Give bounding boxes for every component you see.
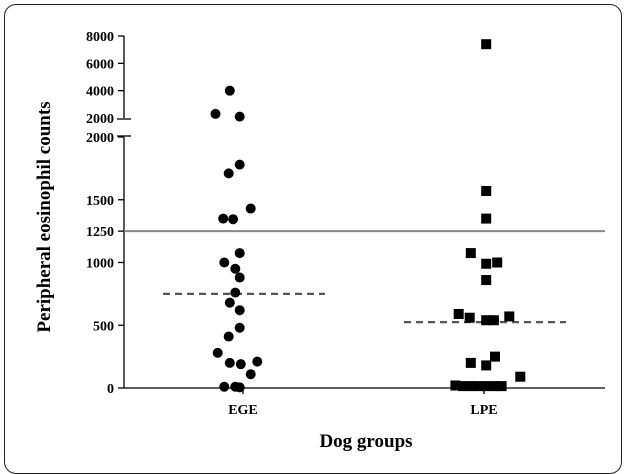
data-point-lpe <box>488 315 499 326</box>
data-point-lpe <box>481 185 492 196</box>
data-point-lpe <box>515 371 526 382</box>
data-point-lpe <box>453 308 464 319</box>
y-tick-label: 500 <box>93 319 114 334</box>
data-point-lpe <box>465 248 476 259</box>
eosinophil-scatter-chart: 0 500 1000 1250 1500 2000 4000 6000 8000 2000 EGE… <box>34 30 605 452</box>
data-point-lpe <box>492 257 503 268</box>
x-tick-label: EGE <box>228 403 258 418</box>
y-tick-label: 2000 <box>86 112 114 127</box>
data-point-lpe <box>481 360 492 371</box>
data-point-ege <box>210 108 221 119</box>
data-point-lpe <box>481 381 492 392</box>
data-point-ege <box>218 213 229 224</box>
data-point-ege <box>245 369 256 380</box>
data-point-ege <box>223 168 234 179</box>
x-ticks: EGE LPE <box>228 388 498 418</box>
data-point-lpe <box>464 312 475 323</box>
y-axis-label: Peripheral eosinophil counts <box>34 101 55 332</box>
data-point-ege <box>224 297 235 308</box>
data-point-lpe <box>490 351 500 362</box>
y-tick-label: 4000 <box>86 85 114 100</box>
data-point-lpe <box>496 381 507 392</box>
data-point-ege <box>234 248 245 259</box>
data-point-ege <box>212 347 223 358</box>
y-tick-label: 1000 <box>86 257 114 272</box>
y-tick-label: 6000 <box>86 57 114 72</box>
x-tick-label: LPE <box>470 403 497 418</box>
data-point-ege <box>234 322 245 333</box>
data-point-ege <box>234 272 245 283</box>
data-point-ege <box>224 357 235 368</box>
data-point-lpe <box>490 381 500 392</box>
data-point-ege <box>234 111 245 122</box>
data-point-lpe <box>465 357 476 368</box>
data-point-ege <box>230 263 241 274</box>
data-point-lpe <box>481 275 492 286</box>
data-point-lpe <box>473 381 484 392</box>
y-tick-label: 1500 <box>86 194 114 209</box>
data-points <box>210 39 526 393</box>
data-point-lpe <box>450 380 461 391</box>
data-point-ege <box>234 159 245 170</box>
data-point-lpe <box>481 258 492 269</box>
data-point-ege <box>234 382 245 393</box>
data-point-ege <box>228 214 239 225</box>
data-point-lpe <box>481 315 492 326</box>
data-point-lpe <box>481 39 492 50</box>
y-ticks: 0 500 1000 1250 1500 2000 4000 6000 8000 2000 <box>86 30 124 397</box>
y-tick-label: 2000 <box>86 131 114 146</box>
data-point-ege <box>234 305 245 316</box>
y-tick-label: 0 <box>107 382 114 397</box>
data-point-ege <box>230 287 241 298</box>
y-tick-label: 1250 <box>86 225 114 240</box>
data-point-ege <box>223 331 234 342</box>
data-point-ege <box>219 257 230 268</box>
data-point-ege <box>224 85 235 96</box>
data-point-ege <box>219 381 230 392</box>
axes <box>117 36 605 389</box>
x-axis-label: Dog groups <box>319 431 412 452</box>
data-point-lpe <box>504 311 515 322</box>
data-point-ege <box>252 356 263 367</box>
data-point-lpe <box>481 213 492 224</box>
median-lines <box>163 292 566 324</box>
data-point-lpe <box>458 381 469 392</box>
data-point-lpe <box>465 381 476 392</box>
data-point-ege <box>235 359 246 370</box>
data-point-ege <box>245 203 256 214</box>
y-tick-label: 8000 <box>86 30 114 45</box>
